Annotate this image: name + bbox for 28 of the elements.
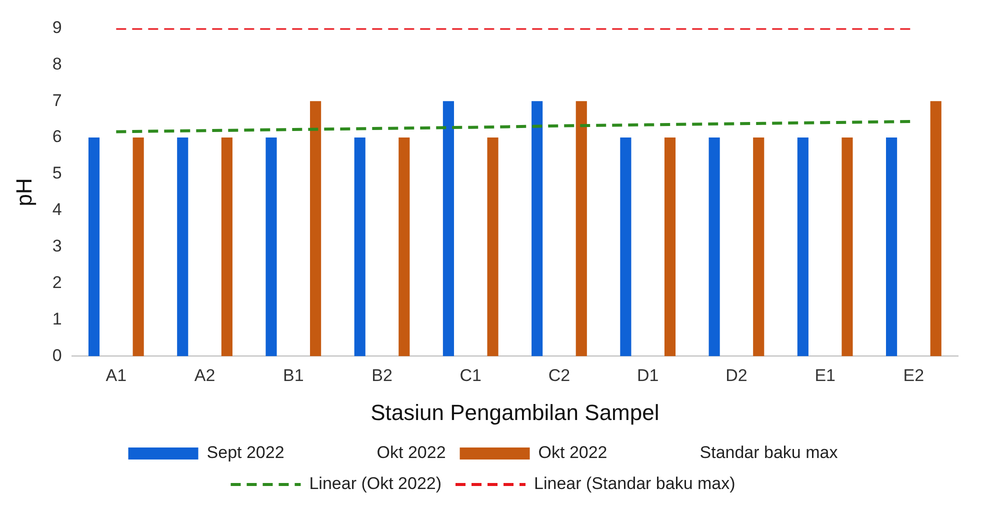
text: Standar baku max [700, 443, 838, 462]
y-tick-label: 2 [52, 273, 62, 292]
y-tick-label: 0 [52, 346, 62, 365]
y-tick-label: 8 [52, 54, 62, 74]
legend-label: Linear (Okt 2022) [309, 474, 442, 494]
y-tick-label: 6 [52, 127, 62, 146]
x-tick-label: B1 [282, 366, 304, 386]
legend-label: Linear (Standar baku max) [534, 474, 736, 494]
x-tick-label: C2 [548, 366, 570, 386]
x-tick-label: E1 [814, 366, 836, 386]
y-tick-label: 9 [52, 18, 62, 37]
x-tick-label: E2 [903, 366, 924, 386]
x-tick-label: B2 [372, 366, 392, 386]
text: Okt 2022 [376, 443, 446, 462]
y-tick-label: 1 [52, 309, 62, 328]
y-tick-label: 3 [52, 236, 62, 256]
x-tick-label: D1 [636, 366, 659, 386]
y-tick-label: 4 [52, 200, 62, 220]
y-axis-title: pH [11, 178, 36, 206]
x-tick-label: A1 [106, 366, 127, 386]
x-tick-label: D2 [726, 366, 748, 386]
x-tick-label: C1 [460, 366, 482, 386]
x-axis-title: Stasiun Pengambilan Sampel [370, 400, 660, 425]
y-tick-label: 7 [52, 90, 62, 110]
legend-label: Okt 2022 [538, 443, 608, 462]
legend-label: Sept 2022 [206, 443, 284, 462]
x-tick-label: A2 [194, 366, 216, 386]
y-tick-label: 5 [52, 164, 62, 183]
